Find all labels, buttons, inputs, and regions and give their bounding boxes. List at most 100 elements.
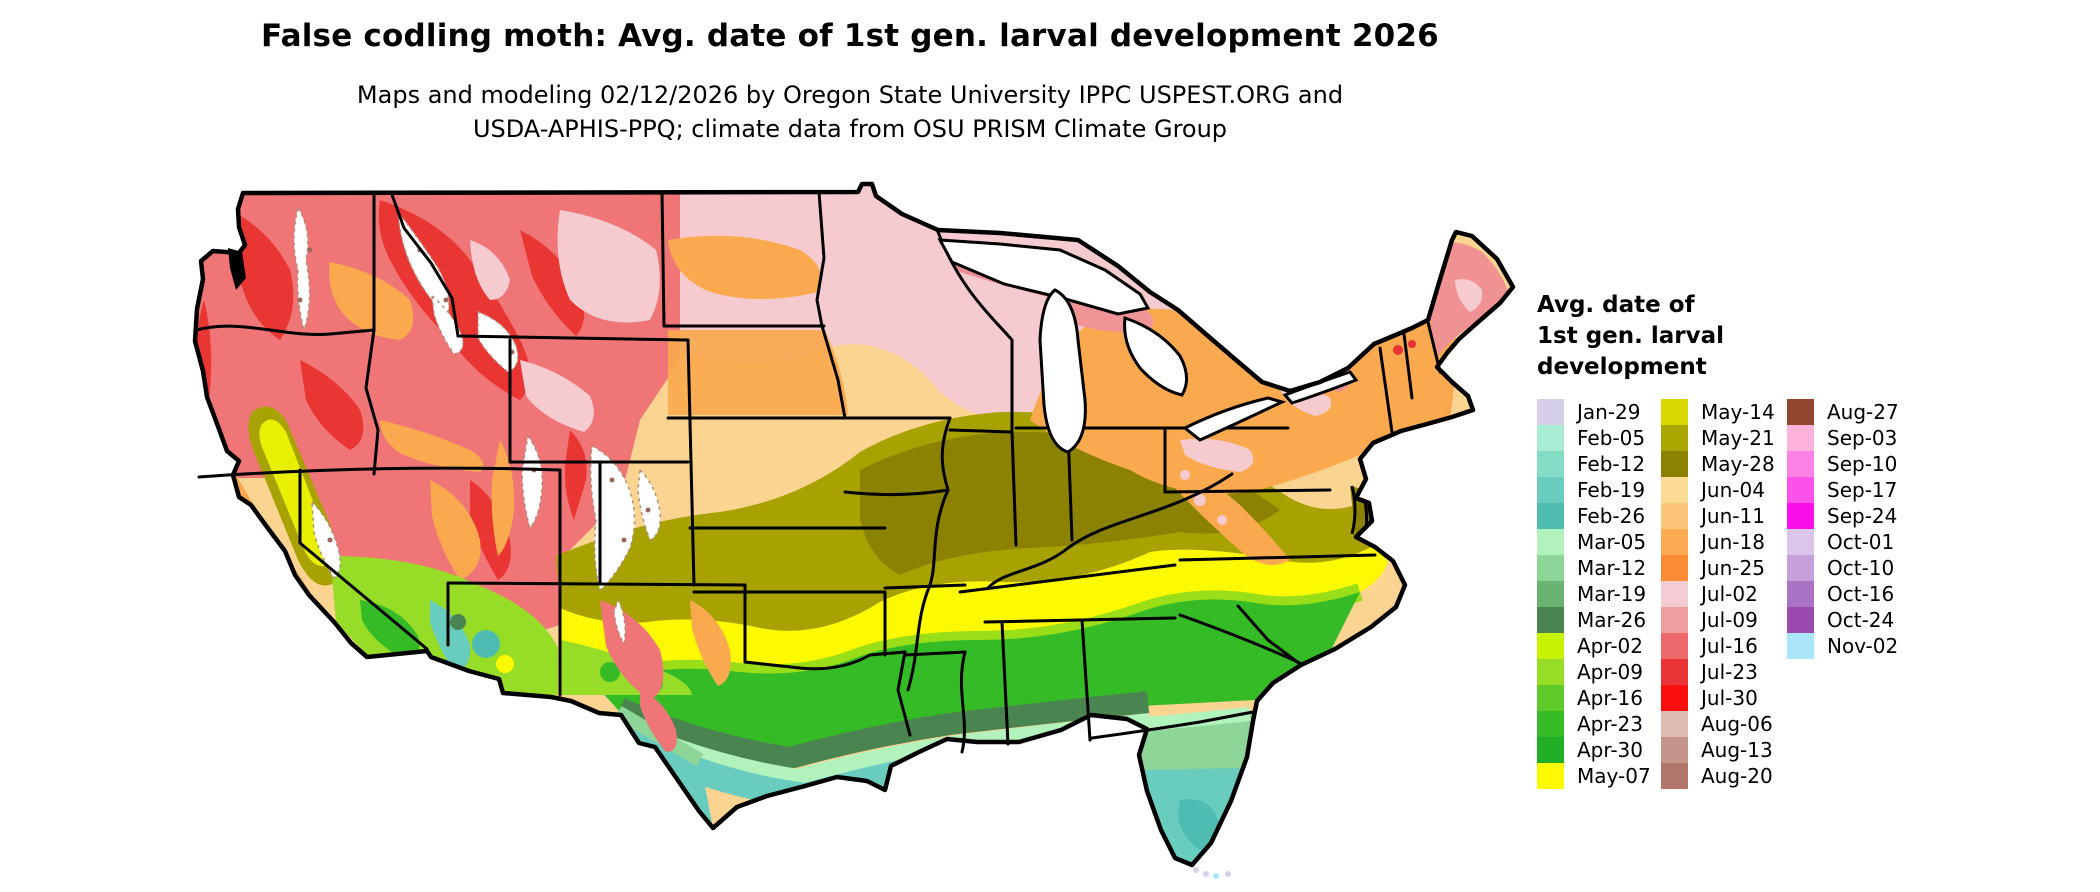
legend-swatch bbox=[1661, 607, 1688, 633]
legend-swatch bbox=[1537, 555, 1564, 581]
legend-swatch bbox=[1787, 555, 1814, 581]
legend-title-line-1: Avg. date of bbox=[1537, 292, 1695, 318]
legend-label: Oct-16 bbox=[1827, 582, 1895, 606]
us-outline bbox=[192, 181, 1516, 868]
legend-label: May-28 bbox=[1701, 452, 1775, 476]
legend-row: Aug-06 bbox=[1661, 711, 1787, 737]
legend-swatch bbox=[1537, 633, 1564, 659]
legend-swatch bbox=[1661, 633, 1688, 659]
legend-swatch bbox=[1787, 425, 1814, 451]
legend-swatch bbox=[1537, 503, 1564, 529]
legend-row: Aug-13 bbox=[1661, 737, 1787, 763]
legend-swatch bbox=[1537, 685, 1564, 711]
header: False codling moth: Avg. date of 1st gen… bbox=[150, 0, 1550, 146]
legend-label: Aug-13 bbox=[1701, 738, 1773, 762]
legend-swatch bbox=[1537, 607, 1564, 633]
legend-row: May-21 bbox=[1661, 425, 1787, 451]
legend-row: Mar-05 bbox=[1537, 529, 1661, 555]
page-title: False codling moth: Avg. date of 1st gen… bbox=[261, 18, 1439, 54]
legend-swatch bbox=[1537, 659, 1564, 685]
legend-label: Apr-23 bbox=[1577, 712, 1643, 736]
legend-row: Apr-23 bbox=[1537, 711, 1661, 737]
legend-label: Oct-24 bbox=[1827, 608, 1895, 632]
legend-swatch bbox=[1787, 399, 1814, 425]
legend-label: Jul-30 bbox=[1701, 686, 1758, 710]
legend-label: Jul-16 bbox=[1701, 634, 1758, 658]
lake-michigan bbox=[1038, 288, 1087, 454]
legend-row: Oct-16 bbox=[1787, 581, 1917, 607]
legend-label: Jan-29 bbox=[1577, 400, 1641, 424]
legend-label: Jul-02 bbox=[1701, 582, 1758, 606]
legend-swatch bbox=[1787, 477, 1814, 503]
legend-swatch bbox=[1537, 581, 1564, 607]
legend-label: Oct-10 bbox=[1827, 556, 1895, 580]
legend-row: Feb-19 bbox=[1537, 477, 1661, 503]
legend-row: Oct-24 bbox=[1787, 607, 1917, 633]
legend-swatch bbox=[1537, 763, 1564, 789]
legend-label: Jul-23 bbox=[1701, 660, 1758, 684]
legend-label: Apr-02 bbox=[1577, 634, 1643, 658]
legend-column-2: May-14 May-21 May-28 Jun-04 Jun-11 Jun-18 Jun-… bbox=[1661, 399, 1787, 789]
legend-row: May-07 bbox=[1537, 763, 1661, 789]
legend-row: Oct-01 bbox=[1787, 529, 1917, 555]
legend-swatch bbox=[1661, 763, 1688, 789]
legend-label: Feb-26 bbox=[1577, 504, 1646, 528]
legend-label: Nov-02 bbox=[1827, 634, 1899, 658]
legend-swatch bbox=[1661, 685, 1688, 711]
legend-label: Mar-12 bbox=[1577, 556, 1647, 580]
legend-swatch bbox=[1787, 503, 1814, 529]
legend-row: Jun-11 bbox=[1661, 503, 1787, 529]
legend-row: Apr-02 bbox=[1537, 633, 1661, 659]
legend-row: Jul-09 bbox=[1661, 607, 1787, 633]
page-subtitle: Maps and modeling 02/12/2026 by Oregon S… bbox=[150, 78, 1550, 146]
legend-label: Aug-06 bbox=[1701, 712, 1773, 736]
lake-superior bbox=[937, 238, 1151, 316]
legend-label: Sep-10 bbox=[1827, 452, 1898, 476]
legend-swatch bbox=[1661, 503, 1688, 529]
legend-label: Feb-19 bbox=[1577, 478, 1646, 502]
legend-label: Feb-12 bbox=[1577, 452, 1646, 476]
legend-swatch bbox=[1787, 529, 1814, 555]
legend-swatch bbox=[1787, 607, 1814, 633]
legend-row: Sep-17 bbox=[1787, 477, 1917, 503]
lake-erie bbox=[1182, 396, 1287, 442]
legend-label: Sep-03 bbox=[1827, 426, 1898, 450]
legend-row: Sep-10 bbox=[1787, 451, 1917, 477]
legend-row: Feb-12 bbox=[1537, 451, 1661, 477]
legend-label: May-07 bbox=[1577, 764, 1651, 788]
legend-label: Mar-19 bbox=[1577, 582, 1647, 606]
legend-swatch bbox=[1661, 555, 1688, 581]
lake-huron bbox=[1123, 315, 1188, 397]
legend-label: Mar-26 bbox=[1577, 608, 1647, 632]
legend-title-line-2: 1st gen. larval bbox=[1537, 323, 1725, 349]
legend-swatch bbox=[1537, 711, 1564, 737]
legend-row: Mar-26 bbox=[1537, 607, 1661, 633]
legend-title-line-3: development bbox=[1537, 354, 1707, 380]
legend-swatch bbox=[1661, 477, 1688, 503]
legend-swatch bbox=[1787, 581, 1814, 607]
legend-row: Mar-12 bbox=[1537, 555, 1661, 581]
legend-swatch bbox=[1661, 737, 1688, 763]
legend-label: Aug-20 bbox=[1701, 764, 1773, 788]
legend-row: Jul-30 bbox=[1661, 685, 1787, 711]
legend-label: Apr-30 bbox=[1577, 738, 1643, 762]
legend-swatch bbox=[1537, 529, 1564, 555]
legend-row: May-28 bbox=[1661, 451, 1787, 477]
legend-row: Jan-29 bbox=[1537, 399, 1661, 425]
legend-swatch bbox=[1537, 399, 1564, 425]
legend-row: Mar-19 bbox=[1537, 581, 1661, 607]
legend-swatch bbox=[1661, 451, 1688, 477]
legend-label: Jun-04 bbox=[1701, 478, 1765, 502]
legend-label: Jun-18 bbox=[1701, 530, 1765, 554]
legend-entries: Jan-29 Feb-05 Feb-12 Feb-19 Feb-26 Mar-05 Mar-… bbox=[1537, 399, 1937, 789]
legend-label: Apr-16 bbox=[1577, 686, 1643, 710]
legend-row: Jul-02 bbox=[1661, 581, 1787, 607]
map-fill-layers bbox=[195, 184, 1513, 865]
legend-swatch bbox=[1537, 425, 1564, 451]
map-legend: Avg. date of 1st gen. larval development… bbox=[1537, 290, 1937, 789]
legend-swatch bbox=[1661, 425, 1688, 451]
legend-label: Aug-27 bbox=[1827, 400, 1899, 424]
legend-row: Jun-04 bbox=[1661, 477, 1787, 503]
great-lakes bbox=[937, 238, 1359, 454]
legend-row: Oct-10 bbox=[1787, 555, 1917, 581]
